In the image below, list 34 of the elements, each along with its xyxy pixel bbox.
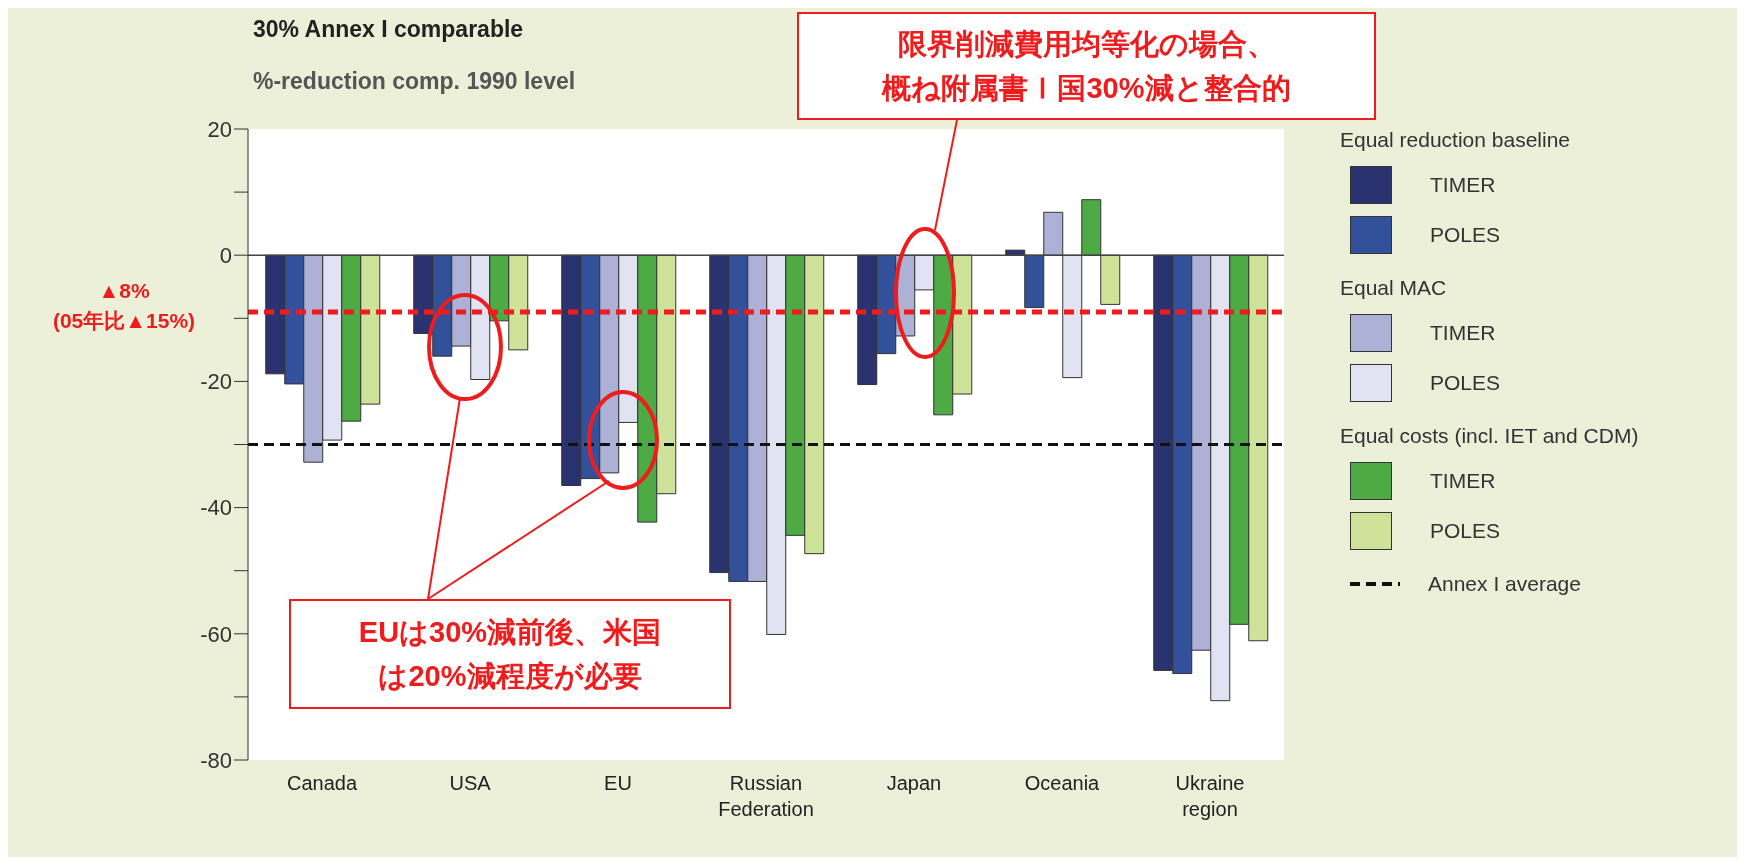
- x-tick-label: Oceania: [1024, 772, 1101, 794]
- ref-line-label: ▲8% (05年比▲15%): [51, 278, 197, 334]
- chart-subtitle: %-reduction comp. 1990 level: [253, 68, 576, 95]
- legend-label: Annex I average: [1428, 572, 1581, 596]
- text: Equal MAC: [1340, 276, 1448, 300]
- x-tick-label: EU: [604, 772, 632, 794]
- x-tick-label: Japan: [886, 772, 942, 794]
- bar: [1043, 211, 1064, 256]
- legend-label: TIMER: [1430, 469, 1496, 493]
- y-tick-label: -20: [200, 369, 232, 395]
- x-tick-label: USA: [449, 772, 492, 794]
- annotation: EUは30%減前後、米国は20%減程度が必要: [357, 615, 663, 694]
- y-tick-label: 0: [219, 243, 232, 269]
- legend-label: POLES: [1430, 519, 1501, 543]
- x-tick-label: Canada: [286, 772, 358, 794]
- bar: [1081, 199, 1102, 256]
- legend-label: POLES: [1430, 371, 1501, 395]
- x-tick-label: Ukraine region: [1175, 772, 1245, 820]
- chart-title: 30% Annex I comparable: [253, 16, 524, 43]
- text: Equal costs (incl. IET and CDM): [1340, 424, 1640, 448]
- y-tick-label: 20: [207, 116, 232, 142]
- legend-label: POLES: [1430, 223, 1501, 247]
- y-tick-label: -80: [200, 747, 232, 773]
- y-tick-label: -40: [200, 495, 232, 521]
- legend-label: TIMER: [1430, 173, 1496, 197]
- bar: [1100, 254, 1121, 305]
- legend-label: TIMER: [1430, 321, 1496, 345]
- bar: [1062, 254, 1083, 379]
- text: Equal reduction baseline: [1340, 128, 1571, 152]
- bar: [1024, 254, 1045, 309]
- callout-box: EUは30%減前後、米国は20%減程度が必要: [289, 599, 731, 709]
- x-tick-label: Russian Federation: [718, 772, 814, 820]
- callout-box: 限界削減費用均等化の場合、概ね附属書Ｉ国30%減と整合的: [797, 12, 1376, 120]
- y-tick-label: -60: [200, 621, 232, 647]
